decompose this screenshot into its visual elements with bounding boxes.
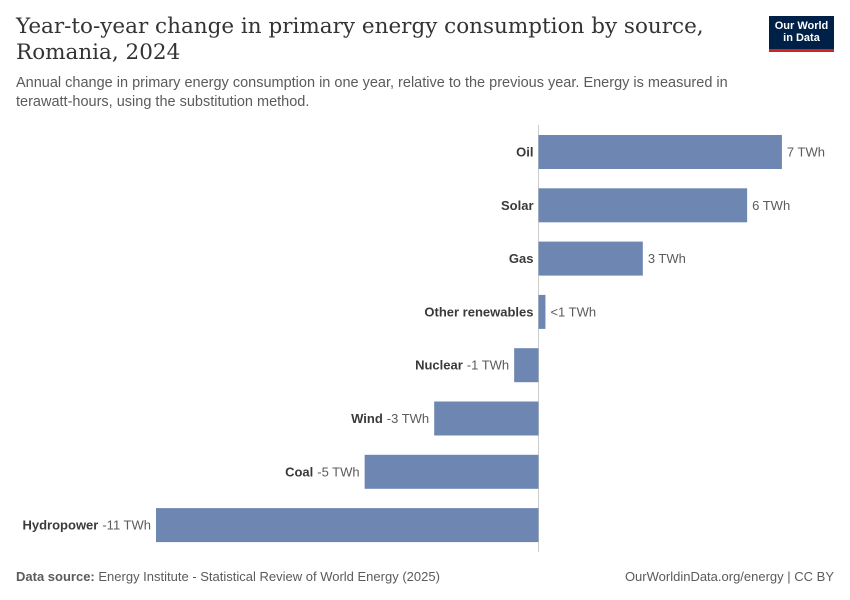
bar-oil[interactable]	[538, 135, 782, 169]
bar-solar[interactable]	[538, 188, 748, 223]
value-label: -1 TWh	[467, 358, 509, 373]
bar-wind[interactable]	[434, 401, 539, 436]
logo-line-2: in Data	[783, 32, 820, 44]
data-source: Data source: Energy Institute - Statisti…	[16, 569, 440, 584]
license-link[interactable]: OurWorldinData.org/energy | CC BY	[624, 569, 834, 584]
bar-nuclear[interactable]	[514, 348, 539, 383]
value-label: 7 TWh	[787, 145, 825, 160]
chart-title: Year-to-year change in primary energy co…	[16, 14, 704, 65]
data-source-label: Data source:	[16, 569, 95, 584]
category-label: Solar	[501, 198, 534, 213]
bar-chart: 7 TWh Oil 6 TWh Solar 3 TWh Gas <1 TWh Other re…	[23, 125, 825, 552]
value-label: -11 TWh	[102, 518, 151, 533]
value-label: 6 TWh	[752, 198, 790, 213]
value-label: -3 TWh	[387, 411, 429, 426]
category-label: Gas	[509, 251, 534, 266]
chart-subtitle: Annual change in primary energy consumpt…	[16, 75, 728, 110]
category-label: Other renewables	[424, 304, 533, 319]
bar-other-renewables[interactable]	[538, 294, 546, 329]
bar-hydropower[interactable]	[156, 508, 539, 543]
owid-logo[interactable]: Our World in Data	[769, 16, 834, 52]
bar-coal[interactable]	[364, 454, 539, 489]
value-label: <1 TWh	[550, 304, 596, 319]
logo-line-1: Our World	[774, 20, 829, 32]
data-source-link[interactable]: Energy Institute - Statistical Review of…	[98, 569, 440, 584]
bar-gas[interactable]	[538, 241, 643, 276]
category-label: Coal	[285, 464, 313, 479]
category-label: Hydropower	[23, 518, 99, 533]
category-label: Oil	[516, 145, 533, 160]
value-label: 3 TWh	[648, 251, 686, 266]
category-label: Wind	[351, 411, 383, 426]
value-label: -5 TWh	[317, 464, 359, 479]
category-label: Nuclear	[415, 358, 463, 373]
